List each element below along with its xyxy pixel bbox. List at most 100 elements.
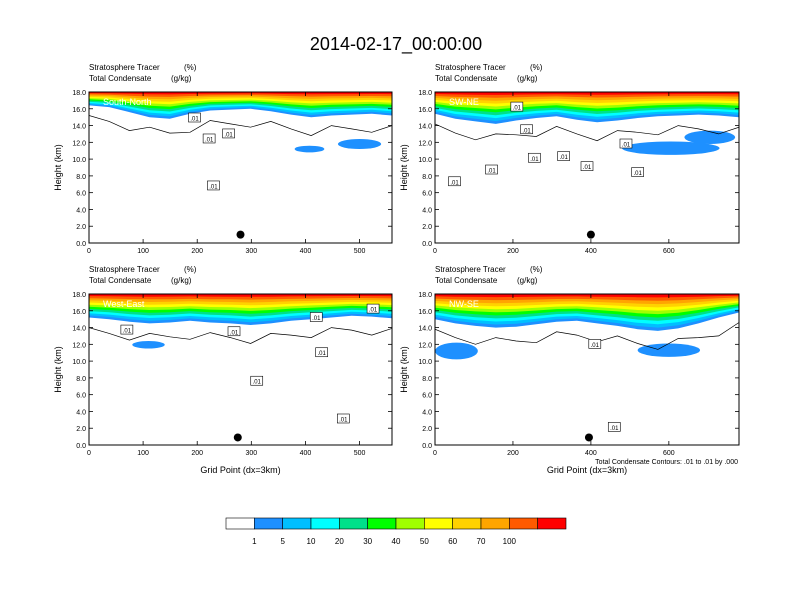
tracer-patch [337,138,382,150]
contour-label: .01 [607,422,621,432]
condensate-contour [89,115,392,136]
colorbar-label: 60 [448,537,457,546]
contour-note: Total Condensate Contours: .01 to .01 by… [595,459,738,466]
condensate-contour [89,327,392,344]
colorbar-label: 10 [307,537,316,546]
y-tick-label: 14.0 [418,326,432,333]
y-tick-label: 14.0 [72,124,86,131]
y-tick-label: 16.0 [72,309,86,316]
svg-text:.01: .01 [622,143,631,149]
subtitle-condensate: Total Condensate [435,276,498,285]
contour-label: .01 [557,151,570,161]
svg-text:.01: .01 [339,417,348,423]
x-tick-label: 500 [354,248,366,255]
svg-text:.01: .01 [513,106,522,112]
tracer-band [89,92,392,95]
subtitle-condensate: Total Condensate [435,74,498,83]
colorbar-swatch [424,517,453,530]
location-marker [584,433,593,442]
y-tick-label: 6.0 [76,393,86,400]
y-tick-label: 18.0 [418,292,432,299]
y-tick-label: 2.0 [76,224,86,231]
x-tick-label: 100 [137,248,149,255]
x-axis-label: Grid Point (dx=3km) [547,465,627,475]
y-tick-label: 2.0 [422,426,432,433]
y-tick-label: 18.0 [418,90,432,97]
colorbar-swatch [339,517,368,530]
y-tick-label: 14.0 [72,326,86,333]
contour-label: .01 [528,152,541,163]
y-tick-label: 2.0 [422,224,432,231]
plot-area: .01 .01 .01 .01 .01 .01 .01 [89,294,392,442]
condensate-contour [435,322,739,350]
svg-text:.01: .01 [487,169,496,175]
x-tick-label: 200 [191,248,203,255]
figure-title: 2014-02-17_00:00:00 [310,34,482,55]
panel-nw-se: .01 .01 0.0 2.0 4.0 6.0 8.0 10.0 12.0 14.0 16.0 18.… [399,265,740,475]
colorbar-swatch [225,517,255,530]
subtitle-tracer: Stratosphere Tracer [435,265,506,274]
y-tick-label: 14.0 [418,124,432,131]
x-tick-label: 0 [433,450,437,457]
subtitle-tracer: Stratosphere Tracer [89,63,160,72]
svg-text:.01: .01 [205,137,214,143]
colorbar-swatch [395,517,425,530]
plot-frame [434,91,740,244]
plot-frame [434,293,740,446]
tracer-patch [294,145,325,153]
panel-label: NW-SE [449,299,479,309]
plot-frame [88,91,393,244]
plot-area: .01 .01 [435,294,739,442]
y-tick-label: 18.0 [72,292,86,299]
x-tick-label: 0 [433,248,437,255]
subtitle-tracer: Stratosphere Tracer [435,63,506,72]
contour-label: .01 [202,133,216,143]
svg-text:.01: .01 [190,117,199,123]
y-tick-label: 8.0 [422,174,432,181]
contour-label: .01 [588,339,602,349]
y-tick-label: 0.0 [76,241,86,248]
subtitle-condensate-unit: (g/kg) [517,74,538,83]
y-tick-label: 12.0 [418,342,432,349]
contour-label: .01 [227,326,241,336]
y-axis-label: Height (km) [399,346,409,393]
condensate-contour [435,123,739,142]
colorbar-swatch [452,517,482,530]
y-tick-label: 4.0 [422,207,432,214]
x-tick-label: 400 [585,450,597,457]
subtitle-condensate: Total Condensate [89,74,152,83]
subtitle-tracer-unit: (%) [184,265,197,274]
svg-text:.01: .01 [123,329,132,335]
tracer-patch [637,343,701,357]
tracer-band [435,92,739,95]
y-tick-label: 12.0 [72,140,86,147]
contour-label: .01 [631,167,644,177]
contour-label: .01 [580,161,594,171]
y-tick-label: 12.0 [72,342,86,349]
contour-label: .01 [250,375,264,386]
svg-text:.01: .01 [559,155,568,161]
panel-sw-ne: .01 .01 .01 .01 .01 .01 .01 .01 .01 0.0 2.0 4.0 6.0 8… [399,63,740,255]
y-tick-label: 0.0 [422,443,432,450]
y-tick-label: 10.0 [418,359,432,366]
tracer-patch [435,342,478,360]
x-tick-label: 400 [585,248,597,255]
x-tick-label: 100 [137,450,149,457]
colorbar-label: 5 [280,537,285,546]
y-tick-label: 6.0 [76,191,86,198]
y-tick-label: 0.0 [422,241,432,248]
contour-label: .01 [120,324,134,335]
colorbar-swatch [282,517,312,530]
contour-label: .01 [520,124,533,134]
contour-label: .01 [309,312,323,322]
svg-text:.01: .01 [209,184,218,190]
location-marker [586,230,595,239]
svg-text:.01: .01 [369,308,378,314]
colorbar-swatch [254,517,283,530]
y-tick-label: 4.0 [76,207,86,214]
contour-label: .01 [222,128,235,138]
location-marker [233,433,242,442]
y-tick-label: 6.0 [422,191,432,198]
svg-text:.01: .01 [312,316,321,322]
